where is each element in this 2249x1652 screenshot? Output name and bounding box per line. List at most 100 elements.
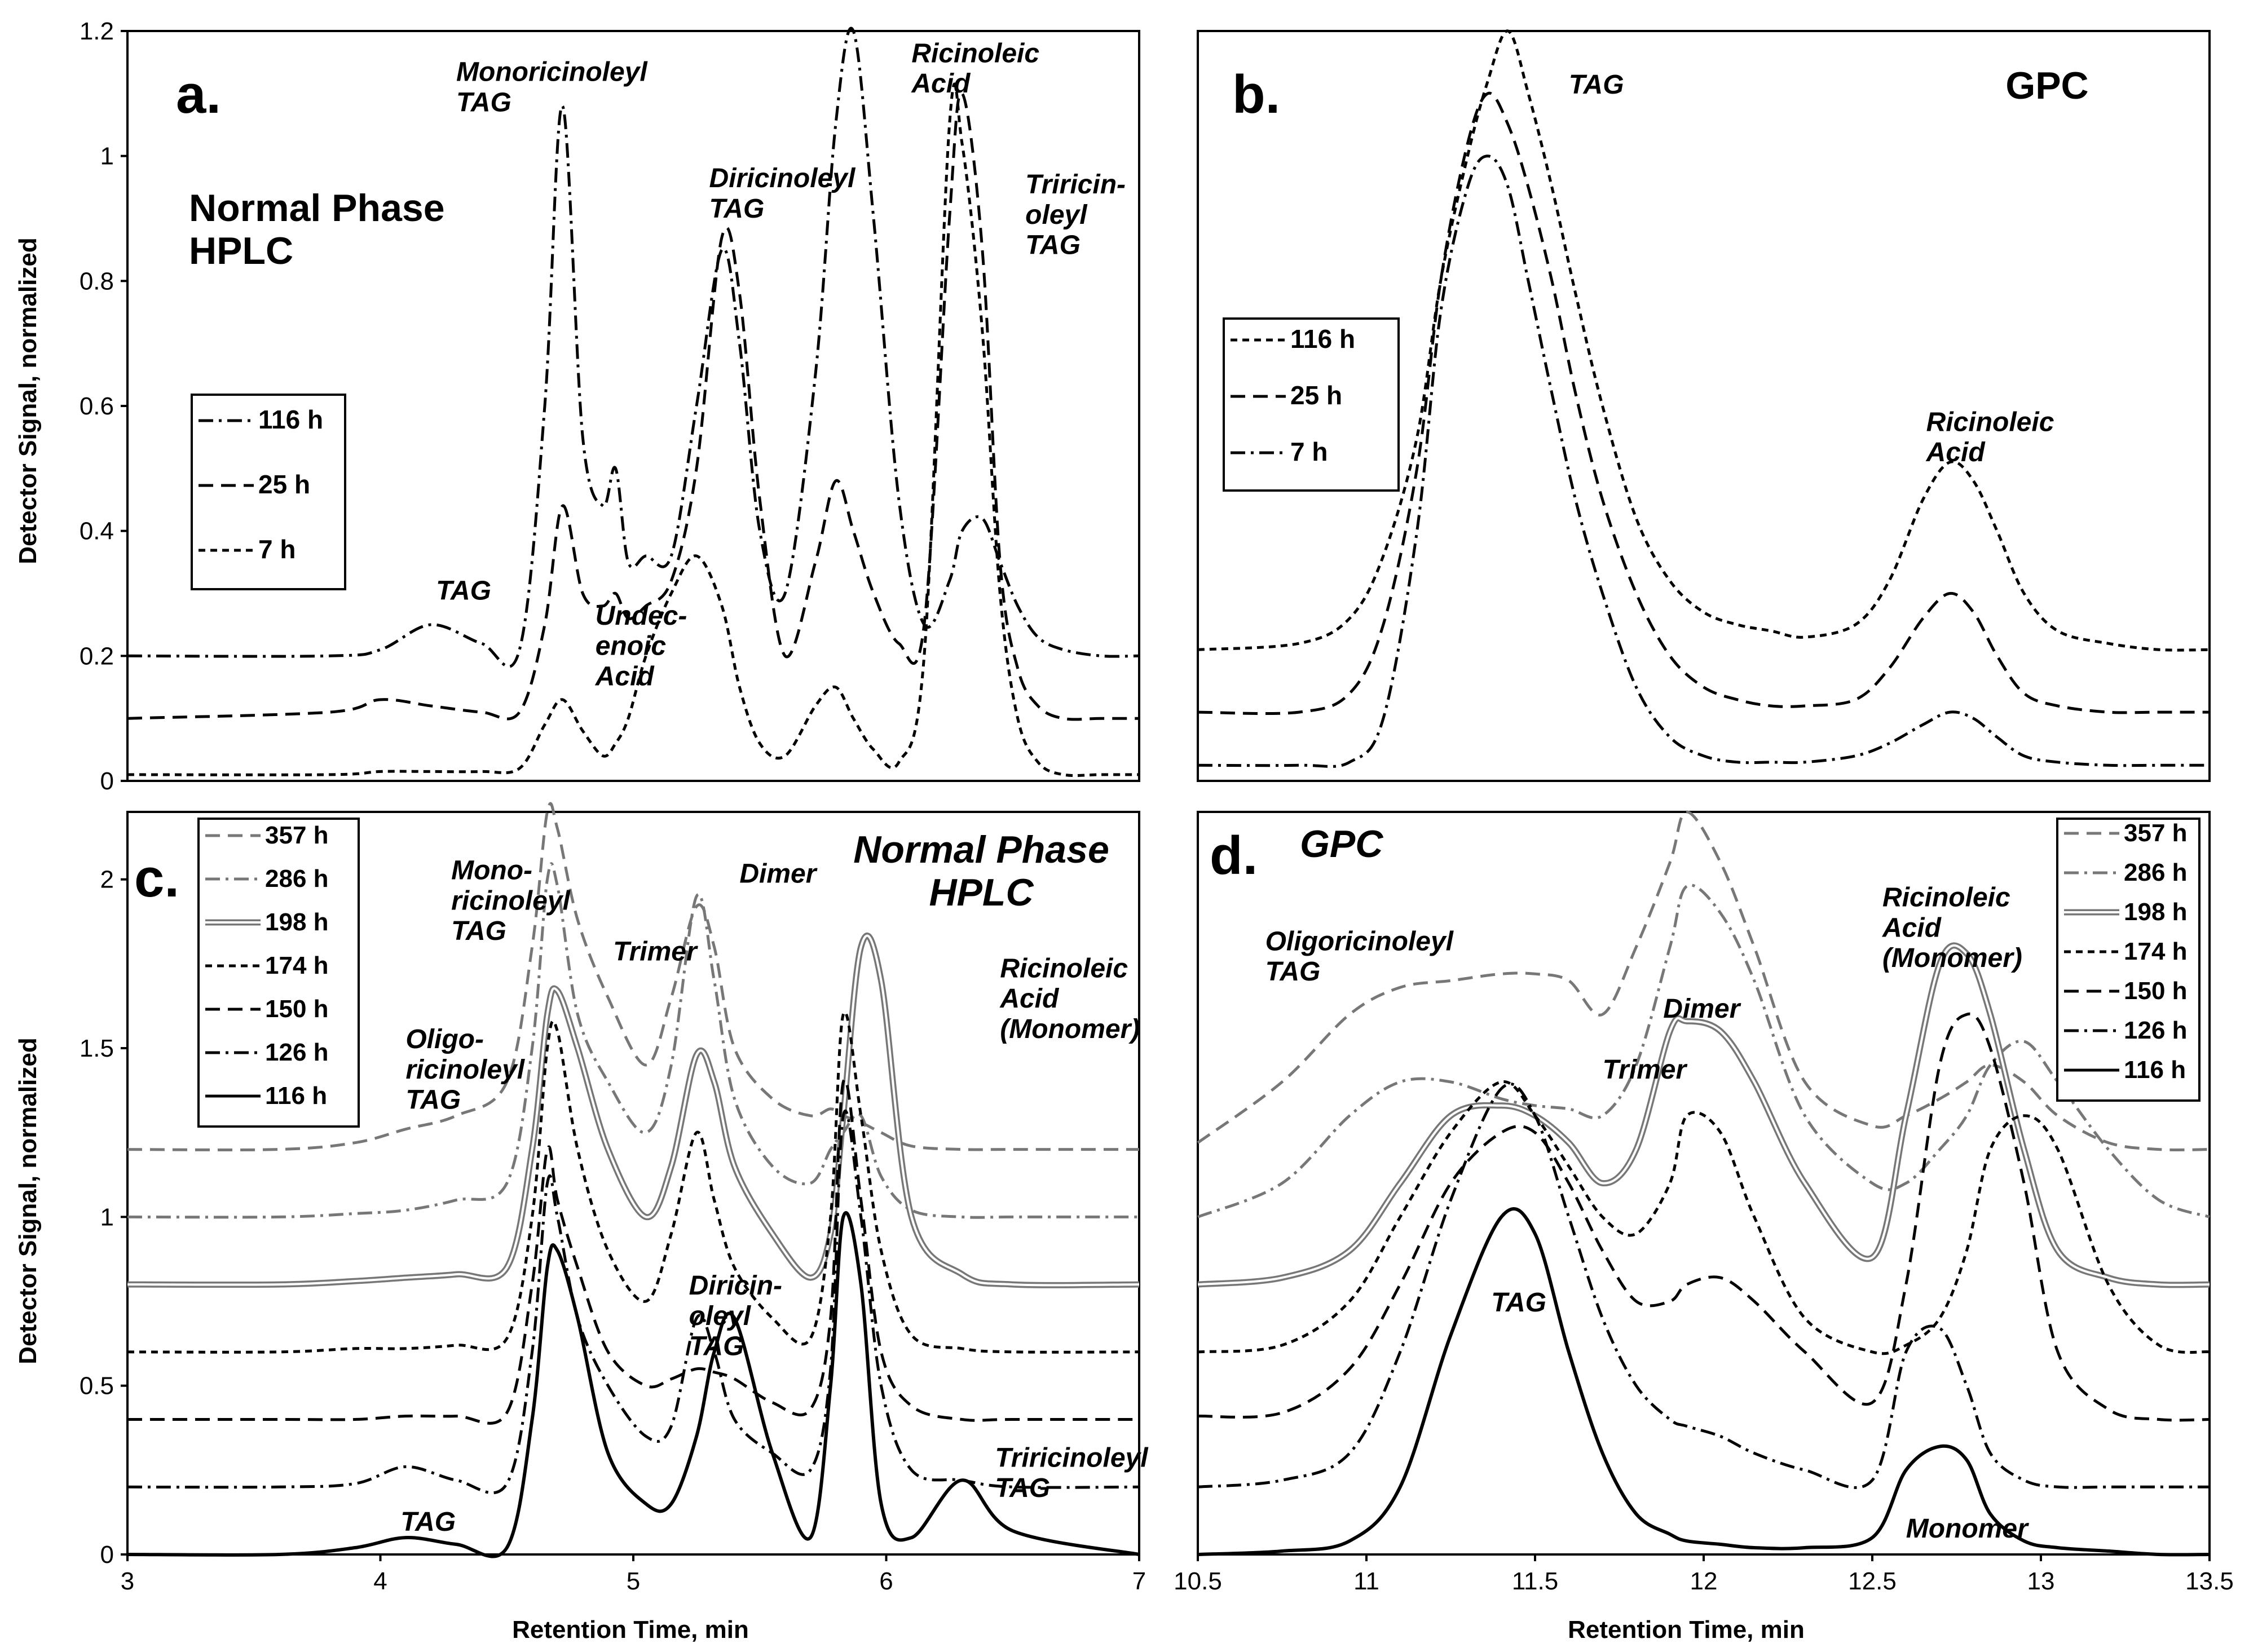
legend-label: 286 h <box>265 865 329 893</box>
series-line-25h <box>1197 91 2210 715</box>
legend-label: 116 h <box>265 1082 327 1110</box>
panel-title-line: Normal Phase <box>189 187 445 229</box>
annotation: Triricinoleyl TAG <box>995 1443 1149 1503</box>
legend: 116 h 25 h 7 h <box>191 394 346 590</box>
x-tick-label: 12 <box>1690 1567 1718 1595</box>
legend-box <box>191 394 346 590</box>
annotation-line: Ricinoleic <box>1926 407 2054 437</box>
x-tick-label: 6 <box>879 1567 893 1595</box>
annotation-line: TAG <box>1265 957 1321 987</box>
annotation-line: ricinoleyl <box>405 1055 525 1085</box>
x-tick-label: 13.5 <box>2185 1567 2234 1595</box>
annotation: Undec-enoic Acid <box>595 601 687 692</box>
series-line-116h <box>127 26 1140 668</box>
series-line-126h <box>1197 1083 2210 1489</box>
annotation: TAG <box>400 1507 456 1537</box>
y-tick-label: 0.8 <box>80 267 114 295</box>
annotation-line: Acid <box>595 661 655 691</box>
panel-title-line: GPC <box>2005 64 2088 107</box>
legend-box <box>1223 317 1400 492</box>
panel-title-line: GPC <box>1300 823 1383 865</box>
annotation: Ricinoleic Acid <box>911 38 1039 99</box>
annotation: TAG <box>1491 1288 1546 1318</box>
series-line-357h <box>127 802 1139 1151</box>
annotation-line: Undec- <box>596 601 687 631</box>
y-tick-label: 1 <box>100 143 114 170</box>
series-line-174h <box>127 1010 1140 1354</box>
y-axis-label-bottom: Detector Signal, normalized <box>14 1037 42 1364</box>
annotation-line: Acid <box>1926 438 1986 467</box>
annotation: TAG <box>1569 70 1624 100</box>
series-line-7h <box>127 82 1139 778</box>
x-tick-label: 4 <box>373 1567 387 1595</box>
panel-title: GPC <box>1300 823 1383 865</box>
series-line-25h <box>127 91 1139 721</box>
y-tick-label: 1.5 <box>80 1035 114 1062</box>
annotation-line: TAG <box>456 87 511 117</box>
annotation-line: Triricin- <box>1025 170 1126 200</box>
legend-label: 7 h <box>258 535 296 564</box>
legend-label: 150 h <box>2124 977 2188 1005</box>
legend-label: 126 h <box>265 1039 329 1066</box>
x-tick-label: 12.5 <box>1848 1567 1897 1595</box>
panel-title-line: HPLC <box>189 229 293 272</box>
annotation-line: Ricinoleic <box>911 38 1039 68</box>
annotation-line: Acid <box>1882 913 1942 943</box>
legend-box <box>2056 818 2201 1102</box>
annotation-line: Dimer <box>739 859 817 889</box>
panel-title-line: Normal Phase <box>853 828 1109 871</box>
annotation-line: Oligoricinoleyl <box>1265 926 1454 956</box>
annotation-line: TAG <box>1491 1288 1546 1318</box>
legend-label: 357 h <box>2124 819 2188 847</box>
annotation-line: TAG <box>689 1332 744 1362</box>
annotation-line: Acid <box>911 69 971 99</box>
y-tick-label: 0.2 <box>80 642 114 670</box>
annotation-line: TAG <box>995 1473 1050 1503</box>
annotation: Diricin-oleyl TAG <box>689 1271 782 1362</box>
annotation-line: oleyl <box>1025 200 1088 230</box>
annotation-line: enoic <box>596 631 666 661</box>
y-tick-label: 0.5 <box>80 1372 114 1400</box>
annotation-line: TAG <box>400 1507 456 1537</box>
series-line-7h <box>1197 154 2210 768</box>
annotation: Mono-ricinoleyl TAG <box>451 856 571 947</box>
series-line-150h <box>127 1077 1139 1425</box>
annotation: Dimer <box>1663 994 1741 1024</box>
panel-label: c. <box>134 848 179 908</box>
annotation: Oligo-ricinoleyl TAG <box>405 1024 525 1115</box>
x-tick-label: 3 <box>121 1567 134 1595</box>
annotation-line: ricinoleyl <box>451 886 571 916</box>
annotation-line: Triricinoleyl <box>995 1443 1149 1473</box>
series-line-116h <box>1197 1207 2210 1557</box>
annotation-line: (Monomer) <box>1000 1014 1140 1044</box>
x-tick-label: 11 <box>1353 1567 1379 1595</box>
annotation-line: Ricinoleic <box>1882 883 2010 913</box>
panel-label: b. <box>1232 64 1280 125</box>
series-line-116h <box>1197 29 2210 652</box>
annotation-line: Monoricinoleyl <box>456 58 648 87</box>
legend-label: 25 h <box>1290 381 1342 410</box>
legend-label: 198 h <box>2124 898 2188 926</box>
annotation: Triricin-oleyl TAG <box>1025 170 1126 260</box>
annotation-line: (Monomer) <box>1882 943 2022 973</box>
panel-label: a. <box>176 64 221 125</box>
series-line-150h <box>1197 1012 2210 1422</box>
series-line-198h-inner <box>1197 944 2210 1286</box>
series-line-174h <box>1197 1080 2210 1355</box>
y-tick-label: 0.6 <box>80 392 114 420</box>
legend-label: 7 h <box>1290 437 1328 466</box>
legend-label: 116 h <box>258 405 323 434</box>
y-tick-label: 1.2 <box>80 17 114 45</box>
legend-label: 174 h <box>265 952 329 979</box>
y-axis-label-top: Detector Signal, normalized <box>14 237 42 564</box>
annotation: Dimer <box>739 859 817 889</box>
annotation: Monomer <box>1906 1514 2029 1544</box>
legend: 357 h 286 h 198 h 174 h 150 h 126 h 116 h <box>2056 818 2201 1102</box>
legend-label: 25 h <box>258 470 310 499</box>
x-tick-label: 10.5 <box>1174 1567 1222 1595</box>
legend-label: 116 h <box>2124 1056 2186 1084</box>
legend-label: 126 h <box>2124 1017 2188 1044</box>
